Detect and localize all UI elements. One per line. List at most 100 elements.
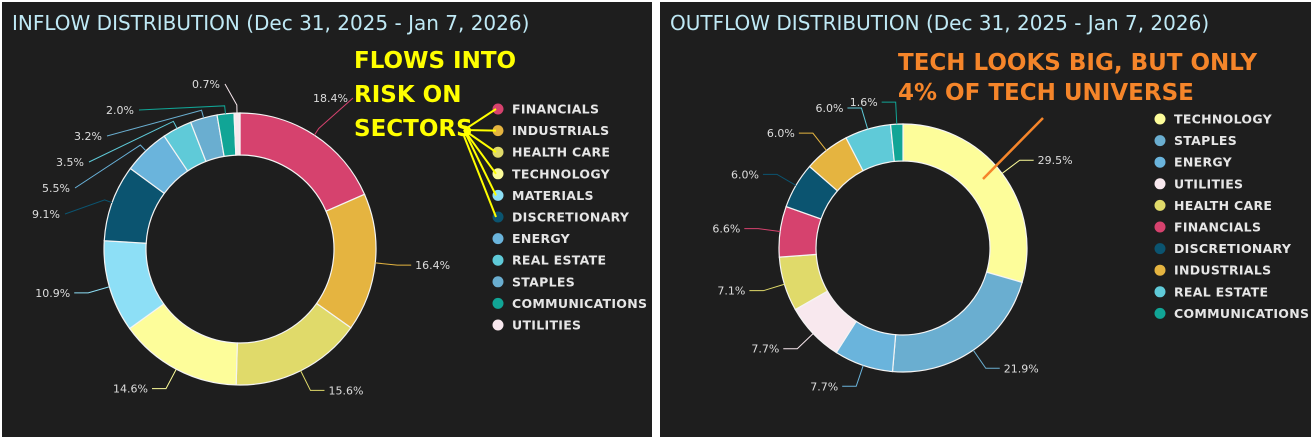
inflow-annotation: FLOWS INTO RISK ON SECTORS: [354, 44, 516, 146]
leader-line: [972, 349, 1000, 369]
data-label: 1.6%: [850, 96, 878, 109]
legend-marker: [1154, 264, 1166, 276]
legend-item: COMMUNICATIONS: [512, 296, 647, 311]
outflow-title: OUTFLOW DISTRIBUTION (Dec 31, 2025 - Jan…: [670, 11, 1210, 35]
legend-item: DISCRETIONARY: [1174, 241, 1292, 256]
data-label: 7.1%: [717, 285, 745, 298]
data-label: 2.0%: [106, 104, 134, 117]
data-label: 21.9%: [1004, 362, 1039, 375]
legend-item: ENERGY: [512, 231, 571, 246]
legend-marker: [492, 254, 504, 266]
legend-item: UTILITIES: [512, 318, 581, 333]
legend-marker: [492, 297, 504, 309]
outflow-donut-chart: 29.5% TECHNOLOGY 21.9% STAPLES 7.7% ENERGY 7.7…: [712, 96, 1309, 393]
data-label: 7.7%: [810, 380, 838, 393]
legend-item: STAPLES: [512, 274, 575, 289]
legend-item: FINANCIALS: [512, 102, 599, 117]
data-label: 9.1%: [32, 208, 60, 221]
annotation-pointer-line: [463, 129, 497, 175]
data-label: 6.0%: [815, 102, 843, 115]
annotation-line: TECH LOOKS BIG, BUT ONLY: [898, 50, 1258, 76]
legend-item: INDUSTRIALS: [512, 123, 609, 138]
legend-item: STAPLES: [1174, 133, 1237, 148]
leader-line: [138, 105, 226, 114]
data-label: 10.9%: [35, 287, 70, 300]
data-label: 18.4%: [313, 92, 348, 105]
legend-marker: [1154, 135, 1166, 147]
data-label: 6.6%: [712, 223, 740, 236]
outflow-annotation: TECH LOOKS BIG, BUT ONLY 4% OF TECH UNIV…: [898, 48, 1257, 108]
leader-line: [881, 101, 898, 125]
data-label: 29.5%: [1038, 154, 1073, 167]
legend-marker: [1154, 307, 1166, 319]
data-label: 16.4%: [415, 259, 450, 272]
legend-item: UTILITIES: [1174, 176, 1243, 191]
leader-line: [847, 107, 869, 130]
legend-item: ENERGY: [1174, 155, 1233, 170]
legend-item: REAL ESTATE: [1174, 284, 1268, 299]
leader-line: [1001, 159, 1034, 174]
legend-marker: [1154, 113, 1166, 125]
leader-line: [106, 109, 205, 137]
legend-item: HEALTH CARE: [512, 145, 610, 160]
legend-marker: [492, 319, 504, 331]
legend-item: COMMUNICATIONS: [1174, 306, 1309, 321]
leader-line: [313, 97, 354, 136]
legend-marker: [1154, 156, 1166, 168]
data-label: 3.5%: [56, 156, 84, 169]
legend-marker: [492, 125, 504, 137]
donut-slice-utilities: [233, 112, 241, 156]
donut-slice-communications: [889, 123, 904, 163]
data-label: 6.0%: [731, 168, 759, 181]
legend-marker: [492, 146, 504, 158]
legend-marker: [1154, 199, 1166, 211]
annotation-line: FLOWS INTO: [354, 48, 517, 74]
outflow-panel: OUTFLOW DISTRIBUTION (Dec 31, 2025 - Jan…: [660, 2, 1311, 437]
legend-marker: [492, 233, 504, 245]
annotation-line: 4% OF TECH UNIVERSE: [898, 80, 1194, 106]
leader-line: [224, 83, 238, 114]
data-label: 0.7%: [192, 78, 220, 91]
donut-slice-industrials: [315, 193, 377, 329]
annotation-line: RISK ON: [354, 82, 462, 108]
leader-line: [151, 368, 177, 390]
data-label: 15.6%: [328, 384, 363, 397]
legend-marker: [492, 168, 504, 180]
legend-item: TECHNOLOGY: [1174, 112, 1273, 127]
data-label: 3.2%: [74, 130, 102, 143]
legend-marker: [492, 103, 504, 115]
data-label: 5.5%: [42, 182, 70, 195]
leader-line: [762, 173, 797, 186]
donut-slice-health-care: [235, 302, 352, 386]
leader-line: [842, 365, 864, 387]
leader-line: [749, 283, 785, 292]
legend-item: INDUSTRIALS: [1174, 263, 1271, 278]
legend-marker: [1154, 221, 1166, 233]
annotation-line: SECTORS: [354, 116, 473, 142]
legend-marker: [1154, 243, 1166, 255]
legend-item: DISCRETIONARY: [512, 210, 630, 225]
leader-line: [64, 199, 113, 215]
data-label: 6.0%: [767, 127, 795, 140]
annotation-pointer-line: [463, 129, 497, 132]
leader-line: [375, 262, 412, 266]
legend-marker: [492, 276, 504, 288]
donut-slice-staples: [891, 271, 1023, 373]
legend-item: REAL ESTATE: [512, 253, 606, 268]
data-label: 14.6%: [113, 383, 148, 396]
annotation-pointer-line: [463, 129, 497, 154]
inflow-donut-chart: 18.4% FINANCIALS 16.4% INDUSTRIALS 15.6% HEAL…: [32, 78, 647, 397]
leader-line: [798, 132, 827, 151]
leader-line: [783, 333, 814, 350]
annotation-pointer-line: [463, 135, 497, 218]
leader-line: [88, 120, 178, 163]
legend-marker: [1154, 286, 1166, 298]
legend-item: FINANCIALS: [1174, 220, 1261, 235]
data-label: 7.7%: [751, 343, 779, 356]
legend-item: MATERIALS: [512, 188, 594, 203]
leader-line: [300, 370, 325, 391]
donut-slice-technology: [902, 123, 1028, 284]
inflow-title: INFLOW DISTRIBUTION (Dec 31, 2025 - Jan …: [12, 11, 530, 35]
legend-item: TECHNOLOGY: [512, 166, 611, 181]
inflow-panel: INFLOW DISTRIBUTION (Dec 31, 2025 - Jan …: [2, 2, 652, 437]
